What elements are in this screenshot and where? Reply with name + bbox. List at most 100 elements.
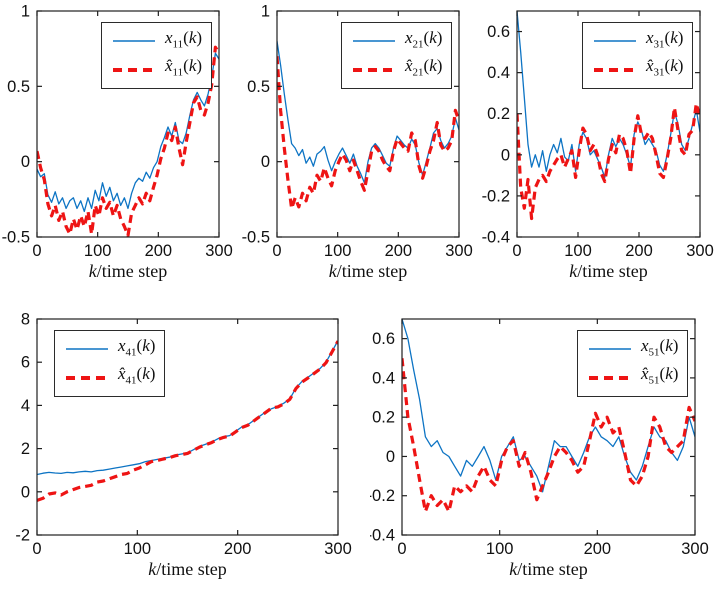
x-tick-label: 300 <box>445 242 473 260</box>
subplot-x21: 0 100 200 300 -0.5 0 0.5 1 x21(k) x̂21(k) k/tim… <box>241 0 482 293</box>
y-tick-label: 0 <box>261 153 270 171</box>
series-line-21-estimate <box>277 56 459 210</box>
legend-label: x31(k) <box>646 28 684 51</box>
y-tick-label: -0.4 <box>370 527 395 545</box>
legend-entry-x41-hat: x̂41(k) <box>64 364 155 390</box>
legend-entry-x21-hat: x̂21(k) <box>351 56 442 82</box>
legend-label: x21(k) <box>405 28 443 51</box>
legend-dashed-sample <box>353 67 395 72</box>
legend-entry-x31-hat: x̂31(k) <box>592 56 683 82</box>
legend-line-sample <box>353 40 395 42</box>
subplot-x51: 0 100 200 300 -0.4 -0.2 0 0.2 0.4 0.6 x51(k) x̂51… <box>370 295 723 599</box>
y-tick-label: -0.5 <box>242 229 270 247</box>
legend-line-sample <box>113 40 155 42</box>
x-axis-label: k/time step <box>88 261 168 281</box>
legend-line-sample <box>589 348 631 350</box>
plot-canvas-x31: 0 100 200 300 -0.4 -0.2 0 0.2 0.4 0.6 <box>482 10 714 260</box>
y-tick-label: 4 <box>21 397 30 415</box>
legend-label: x41(k) <box>118 336 156 359</box>
legend-dashed-sample <box>594 67 636 72</box>
y-tick-label: 0.4 <box>487 64 510 82</box>
axes-frame <box>401 318 696 536</box>
legend-label: x̂41(k) <box>118 364 156 387</box>
axes-frame <box>36 318 339 536</box>
y-tick-label: -0.5 <box>2 229 30 247</box>
y-tick-label: -2 <box>15 527 30 545</box>
series-line-51-estimate <box>402 358 695 513</box>
y-tick-label: 6 <box>21 354 30 372</box>
axes-frame <box>276 10 460 238</box>
y-tick-label: 8 <box>21 311 30 329</box>
x-tick-label: 100 <box>84 242 112 260</box>
legend-entry-x21: x21(k) <box>351 28 442 54</box>
x-tick-label: 100 <box>486 540 514 558</box>
legend-dashed-sample <box>589 375 631 380</box>
x-tick-label: 300 <box>324 540 352 558</box>
legend-entry-x31: x31(k) <box>592 28 683 54</box>
legend-entry-x11: x11(k) <box>111 28 202 54</box>
x-axis-label: k/time step <box>328 261 408 281</box>
y-tick-label: 0.2 <box>372 409 395 427</box>
subplot-x11: 0 100 200 300 -0.5 0 0.5 1 x11(k) x̂11(k) k/tim… <box>0 0 241 293</box>
y-tick-label: -0.4 <box>482 229 510 247</box>
legend-x31: x31(k) x̂31(k) <box>582 22 694 89</box>
x-tick-label: 0 <box>32 242 41 260</box>
y-tick-label: -0.2 <box>482 187 510 205</box>
y-tick-label: 0.6 <box>372 330 395 348</box>
plot-canvas-x11: 0 100 200 300-0.500.51 <box>2 3 233 261</box>
y-tick-label: 0 <box>386 448 395 466</box>
x-tick-label: 200 <box>584 540 612 558</box>
x-tick-label: 300 <box>686 242 714 260</box>
x-tick-label: 100 <box>124 540 152 558</box>
legend-line-sample <box>594 40 636 42</box>
x-axis-label: k/time step <box>148 559 227 579</box>
y-tick-label: 0 <box>21 153 30 171</box>
legend-x41: x41(k) x̂41(k) <box>54 330 166 397</box>
legend-label: x̂51(k) <box>641 364 679 387</box>
plot-canvas-x21: 0 100 200 300-0.500.51 <box>242 3 473 261</box>
legend-entry-x51-hat: x̂51(k) <box>587 364 678 390</box>
y-tick-label: 0.2 <box>487 105 510 123</box>
x-axis-label: k/time step <box>509 559 588 579</box>
series-line-41-estimate <box>37 340 338 502</box>
legend-x11: x11(k) x̂11(k) <box>101 22 213 89</box>
x-tick-label: 200 <box>625 242 653 260</box>
x-tick-label: 0 <box>272 242 281 260</box>
y-tick-label: 0.5 <box>247 78 270 96</box>
x-axis-label: k/time step <box>569 261 648 281</box>
legend-dashed-sample <box>66 375 108 380</box>
y-tick-label: 0.4 <box>372 369 395 387</box>
y-tick-label: 2 <box>21 440 30 458</box>
legend-label: x11(k) <box>165 28 203 51</box>
x-tick-label: 0 <box>512 242 521 260</box>
y-tick-label: 0.5 <box>7 78 30 96</box>
legend-entry-x41: x41(k) <box>64 336 155 362</box>
series-line-31-estimate <box>517 101 700 221</box>
x-tick-label: 100 <box>324 242 352 260</box>
x-tick-label: 200 <box>385 242 413 260</box>
legend-label: x̂31(k) <box>646 56 684 79</box>
legend-label: x51(k) <box>641 336 679 359</box>
x-tick-label: 0 <box>32 540 41 558</box>
legend-x21: x21(k) x̂21(k) <box>341 22 453 89</box>
legend-label: x̂11(k) <box>165 56 203 79</box>
legend-label: x̂21(k) <box>405 56 443 79</box>
y-tick-label: 1 <box>21 3 30 21</box>
legend-dashed-sample <box>113 67 155 72</box>
y-tick-label: 0 <box>501 146 510 164</box>
subplot-x41: 0 100 200 300 -2 0 2 4 6 8 x41(k) x̂41(k) k/time … <box>0 295 370 599</box>
axes-frame <box>36 10 220 238</box>
y-tick-label: 0.6 <box>487 23 510 41</box>
x-tick-label: 300 <box>205 242 233 260</box>
series-line-51 <box>402 318 695 493</box>
legend-line-sample <box>66 348 108 350</box>
y-tick-label: 1 <box>261 3 270 21</box>
x-tick-label: 300 <box>681 540 709 558</box>
x-tick-label: 200 <box>224 540 252 558</box>
legend-entry-x51: x51(k) <box>587 336 678 362</box>
legend-entry-x11-hat: x̂11(k) <box>111 56 202 82</box>
x-tick-label: 100 <box>564 242 592 260</box>
axes-frame <box>516 10 701 238</box>
